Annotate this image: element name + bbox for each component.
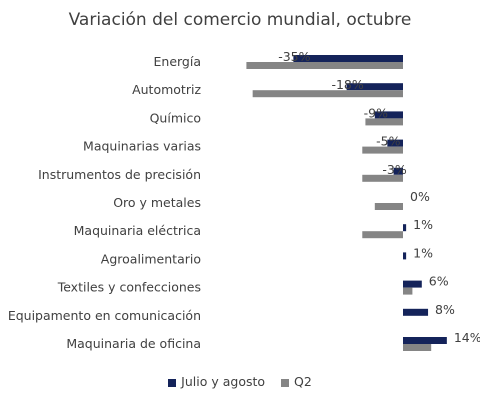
data-label: -9%: [364, 105, 388, 120]
bar-series-1: [346, 83, 403, 91]
legend-label-series-1: Julio y agosto: [181, 374, 266, 389]
bar-series-2: [365, 118, 403, 126]
data-label: -18%: [331, 77, 363, 92]
category-label: Maquinaria eléctrica: [74, 223, 201, 238]
data-label: 8%: [435, 302, 455, 317]
bar-series-1: [403, 252, 407, 260]
category-label: Energía: [154, 54, 202, 69]
category-label: Maquinaria de oficina: [66, 336, 201, 351]
category-label: Textiles y confecciones: [57, 280, 201, 295]
data-label: -35%: [278, 49, 310, 64]
legend-swatch-series-2: [281, 378, 290, 387]
bar-series-2: [362, 231, 403, 239]
data-label: 14%: [454, 330, 480, 345]
category-label: Agroalimentario: [101, 251, 201, 266]
bars-group: [246, 55, 447, 351]
category-label: Oro y metales: [113, 195, 201, 210]
data-label: -3%: [382, 162, 406, 177]
legend: Julio y agosto Q2: [0, 373, 480, 389]
bar-series-2: [403, 344, 432, 351]
data-label: 6%: [429, 274, 449, 289]
legend-item-series-2: Q2: [281, 374, 312, 389]
chart-title: Variación del comercio mundial, octubre: [68, 10, 412, 30]
bar-series-2: [252, 90, 403, 98]
bar-series-1: [293, 55, 403, 62]
category-label: Equipamento en comunicación: [8, 308, 201, 323]
bar-series-2: [362, 146, 403, 154]
category-label: Instrumentos de precisión: [38, 167, 201, 182]
data-label: 0%: [410, 189, 430, 204]
data-label: 1%: [413, 217, 433, 232]
bar-series-2: [362, 174, 403, 182]
data-label: -5%: [376, 134, 400, 149]
data-label: 1%: [413, 245, 433, 260]
bar-series-1: [374, 111, 403, 119]
bar-series-1: [393, 167, 403, 175]
bar-series-2: [403, 287, 413, 295]
legend-item-series-1: Julio y agosto: [168, 374, 265, 389]
category-label: Automotriz: [132, 82, 201, 97]
category-label: Químico: [150, 110, 201, 125]
bar-series-1: [403, 224, 407, 232]
bar-series-1: [387, 139, 403, 147]
bar-series-2: [374, 203, 403, 210]
legend-label-series-2: Q2: [294, 374, 312, 389]
bar-series-1: [403, 308, 429, 316]
labels-group: Energía -35% Automotriz -18% Químico -9% Maqui…: [8, 49, 480, 351]
legend-swatch-series-1: [168, 378, 177, 387]
bar-series-1: [403, 337, 447, 344]
category-label: Maquinarias varias: [83, 139, 201, 154]
bar-series-2: [246, 62, 403, 69]
bar-series-1: [403, 280, 422, 288]
